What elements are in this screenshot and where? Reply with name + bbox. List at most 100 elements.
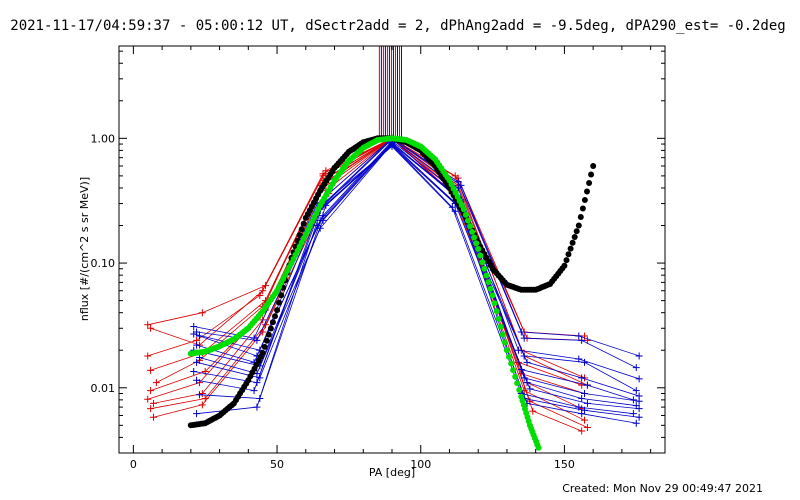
red-series-point	[256, 291, 264, 299]
blue-series-point	[448, 203, 456, 211]
red-series-point	[149, 399, 157, 407]
green-fit-point	[535, 444, 542, 451]
black-fit-point	[265, 331, 272, 338]
green-fit-point	[469, 228, 476, 235]
blue-series-line	[193, 142, 634, 401]
black-fit-point	[274, 307, 281, 314]
blue-series-point	[523, 358, 531, 366]
black-fit-point	[296, 232, 303, 239]
blue-series-line	[196, 137, 637, 369]
red-series-point	[147, 387, 155, 395]
blue-series-point	[190, 323, 198, 331]
black-fit-point	[573, 228, 580, 235]
green-fit-point	[501, 339, 508, 346]
green-fit-point	[516, 387, 523, 393]
blue-series-point	[629, 410, 637, 418]
black-fit-point	[577, 214, 584, 220]
blue-series-point	[578, 395, 586, 403]
red-series-point	[147, 324, 155, 332]
blue-series-line	[193, 144, 640, 410]
blue-series-point	[635, 397, 643, 405]
blue-series-point	[193, 376, 201, 384]
red-series-point	[149, 413, 157, 421]
green-fit-point	[497, 323, 504, 330]
blue-series-point	[583, 381, 591, 389]
green-fit-point	[462, 211, 469, 218]
black-fit-point	[565, 251, 572, 258]
blue-series-point	[578, 410, 586, 418]
green-fit-point	[467, 223, 473, 230]
chart-title: 2021-11-17/04:59:37 - 05:00:12 UT, dSect…	[10, 18, 785, 34]
x-tick-label: 150	[554, 458, 575, 471]
green-fit-point	[510, 367, 517, 374]
red-series-point	[198, 309, 206, 317]
blue-series-point	[581, 358, 589, 366]
black-fit-point	[590, 163, 597, 169]
green-fit-point	[487, 285, 494, 292]
green-fit-point	[473, 240, 480, 247]
blue-series-point	[253, 403, 261, 411]
red-series-point	[144, 395, 152, 403]
blue-series-line	[193, 138, 640, 380]
blue-series-point	[632, 402, 640, 410]
black-fit-point	[300, 220, 307, 227]
blue-series-point	[193, 358, 201, 366]
black-fit-point	[569, 239, 576, 246]
red-series-point	[144, 321, 152, 329]
black-fit-point	[571, 234, 578, 240]
green-fit-point	[493, 308, 500, 315]
red-series-line	[150, 137, 585, 394]
green-fit-point	[491, 300, 498, 307]
blue-series-point	[632, 387, 640, 395]
red-series-point	[259, 328, 267, 336]
green-fit-point	[485, 279, 492, 286]
red-series-line	[153, 137, 582, 432]
green-fit-point	[495, 315, 502, 322]
black-fit-point	[276, 299, 283, 306]
black-fit-point	[563, 257, 570, 264]
green-fit-point	[514, 380, 521, 387]
black-fit-point	[584, 188, 590, 195]
black-fit-point	[581, 197, 588, 203]
green-fit-point	[503, 347, 510, 354]
blue-series-point	[195, 391, 203, 399]
blue-series-line	[196, 144, 634, 415]
red-series-point	[581, 416, 589, 424]
green-fit-point	[471, 234, 478, 241]
black-fit-point	[263, 337, 270, 344]
black-fit-point	[267, 325, 274, 332]
red-series-point	[147, 366, 155, 374]
green-fit-point	[464, 217, 471, 224]
green-fit-point	[479, 259, 486, 266]
blue-series-point	[195, 332, 203, 340]
blue-series-point	[514, 346, 522, 354]
blue-series-point	[632, 419, 640, 427]
blue-series-point	[581, 406, 589, 414]
y-tick-label: 0.10	[91, 257, 116, 270]
black-fit-point	[575, 222, 582, 229]
blue-series-point	[190, 368, 198, 376]
red-series-point	[529, 407, 537, 415]
blue-series-point	[635, 352, 643, 360]
blue-series-point	[581, 389, 589, 397]
black-fit-point	[588, 171, 595, 178]
green-fit-point	[506, 353, 512, 360]
blue-series-point	[526, 385, 534, 393]
black-fit-point	[561, 262, 568, 269]
red-series-point	[144, 352, 152, 360]
black-fit-point	[261, 343, 268, 350]
blue-series-point	[193, 410, 201, 418]
x-tick-label: 100	[410, 458, 431, 471]
black-fit-point	[567, 245, 574, 252]
blue-series-point	[193, 341, 201, 349]
red-series-point	[578, 427, 586, 435]
blue-series-point	[250, 387, 258, 395]
blue-series-point	[575, 332, 583, 340]
red-series-point	[152, 379, 160, 387]
green-fit-point	[489, 292, 496, 299]
blue-series-point	[578, 336, 586, 344]
blue-series-point	[583, 399, 591, 407]
red-series-point	[198, 401, 206, 409]
created-timestamp: Created: Mon Nov 29 00:49:47 2021	[562, 482, 763, 495]
